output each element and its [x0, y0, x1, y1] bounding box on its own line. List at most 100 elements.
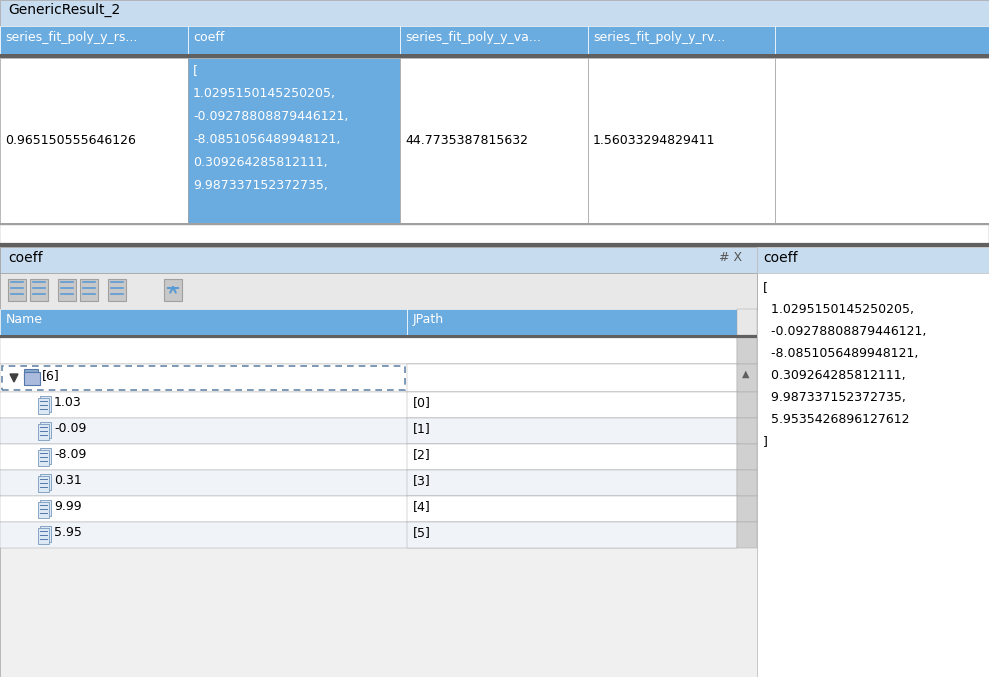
Bar — [0, 223, 989, 225]
Bar — [757, 247, 989, 273]
Bar — [737, 338, 757, 364]
Text: series_fit_poly_y_rv...: series_fit_poly_y_rv... — [593, 31, 725, 44]
Text: # X: # X — [719, 251, 742, 264]
Text: 9.987337152372735,: 9.987337152372735, — [763, 391, 906, 404]
Text: 0.309264285812111,: 0.309264285812111, — [193, 156, 327, 169]
Bar — [38, 502, 49, 518]
Bar — [737, 309, 757, 335]
Text: [: [ — [193, 64, 198, 77]
Bar — [400, 58, 588, 223]
Bar — [737, 444, 757, 470]
Bar — [407, 522, 737, 548]
Bar — [588, 58, 775, 223]
Text: 1.56033294829411: 1.56033294829411 — [593, 134, 715, 147]
Bar — [8, 279, 26, 301]
Text: GenericResult_2: GenericResult_2 — [8, 3, 121, 17]
Bar — [0, 58, 188, 223]
Bar — [38, 398, 49, 414]
Bar — [737, 364, 757, 392]
Bar — [0, 225, 989, 243]
Text: coeff: coeff — [193, 31, 225, 44]
Text: [3]: [3] — [413, 474, 431, 487]
Bar — [38, 476, 49, 492]
Bar — [58, 279, 76, 301]
Bar — [40, 526, 51, 542]
Bar — [0, 470, 737, 496]
Bar — [108, 279, 126, 301]
Text: -0.09: -0.09 — [54, 422, 86, 435]
Text: ▲: ▲ — [742, 369, 750, 379]
Bar — [407, 418, 737, 444]
Bar — [588, 26, 775, 54]
Bar — [407, 496, 737, 522]
Text: 0.31: 0.31 — [54, 474, 82, 487]
Bar — [775, 58, 989, 223]
Bar — [0, 309, 407, 335]
Text: [5]: [5] — [413, 526, 431, 539]
Text: series_fit_poly_y_va...: series_fit_poly_y_va... — [405, 31, 541, 44]
Bar — [38, 450, 49, 466]
Text: series_fit_poly_y_rs...: series_fit_poly_y_rs... — [5, 31, 137, 44]
Bar — [400, 26, 588, 54]
Text: -0.09278808879446121,: -0.09278808879446121, — [193, 110, 348, 123]
Text: 9.987337152372735,: 9.987337152372735, — [193, 179, 328, 192]
Text: 9.99: 9.99 — [54, 500, 82, 513]
Bar — [30, 279, 48, 301]
Bar — [737, 470, 757, 496]
Bar — [737, 392, 757, 418]
Bar — [737, 418, 757, 444]
Bar — [407, 364, 737, 392]
Bar — [757, 247, 989, 677]
Bar — [188, 26, 400, 54]
Text: [1]: [1] — [413, 422, 431, 435]
Bar — [0, 26, 188, 54]
Text: 1.03: 1.03 — [54, 396, 82, 409]
Bar — [775, 26, 989, 54]
Bar — [38, 424, 49, 440]
Text: Name: Name — [6, 313, 43, 326]
Text: 1.0295150145250205,: 1.0295150145250205, — [193, 87, 336, 100]
Bar — [737, 496, 757, 522]
Bar — [40, 396, 51, 412]
Bar — [40, 500, 51, 516]
Text: 44.7735387815632: 44.7735387815632 — [405, 134, 528, 147]
Text: ]: ] — [763, 435, 767, 448]
Bar — [0, 247, 757, 273]
Bar — [80, 279, 98, 301]
Text: [4]: [4] — [413, 500, 431, 513]
Bar — [407, 470, 737, 496]
Bar — [407, 444, 737, 470]
Bar — [188, 58, 400, 223]
Text: coeff: coeff — [763, 251, 797, 265]
Text: [: [ — [763, 281, 768, 294]
Bar — [40, 448, 51, 464]
Text: -0.09278808879446121,: -0.09278808879446121, — [763, 325, 927, 338]
Text: 5.95: 5.95 — [54, 526, 82, 539]
Bar — [0, 418, 737, 444]
Bar — [164, 279, 182, 301]
Text: [6]: [6] — [42, 369, 59, 382]
Text: -8.09: -8.09 — [54, 448, 86, 461]
Bar — [0, 247, 757, 677]
Text: [2]: [2] — [413, 448, 431, 461]
Bar — [0, 335, 757, 338]
Bar — [0, 444, 737, 470]
Bar — [0, 364, 737, 392]
Polygon shape — [10, 374, 18, 382]
Bar — [2, 366, 405, 390]
Bar — [24, 369, 38, 379]
Bar — [38, 528, 49, 544]
Text: [0]: [0] — [413, 396, 431, 409]
Bar — [0, 522, 737, 548]
Bar — [407, 392, 737, 418]
Text: -8.0851056489948121,: -8.0851056489948121, — [763, 347, 919, 360]
Bar — [24, 372, 40, 385]
Bar — [0, 496, 737, 522]
Bar — [407, 309, 737, 335]
Text: JPath: JPath — [413, 313, 444, 326]
Bar — [0, 338, 737, 364]
Text: 0.965150555646126: 0.965150555646126 — [5, 134, 135, 147]
Bar — [0, 392, 737, 418]
Bar — [0, 54, 989, 58]
Text: 1.0295150145250205,: 1.0295150145250205, — [763, 303, 914, 316]
